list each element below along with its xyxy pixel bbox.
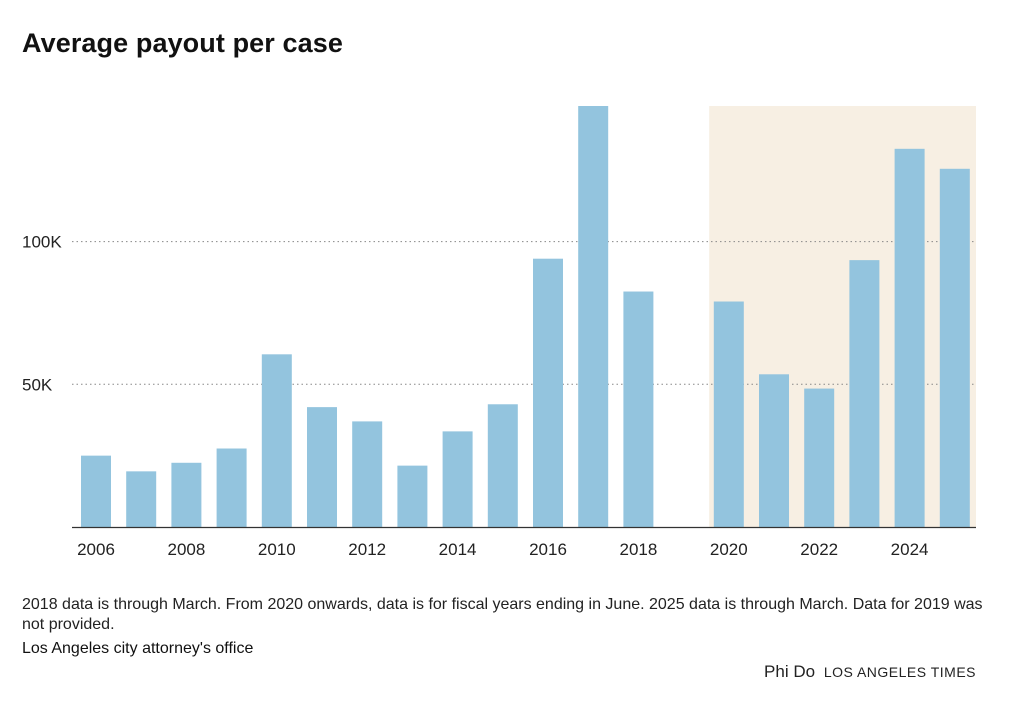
- bar-2017: [578, 106, 609, 527]
- tick-label-layer: 50K 100K 2006 2008 2010 2012 2014 2016 2018 2020 2…: [22, 233, 929, 559]
- bar-2010: [261, 354, 292, 527]
- bar-2013: [397, 465, 428, 527]
- credit-author: Phi Do: [764, 662, 816, 681]
- x-tick-label: 2010: [258, 540, 296, 559]
- x-tick-label: 2014: [439, 540, 477, 559]
- chart-credit: Phi Do LOS ANGELES TIMES: [764, 662, 976, 682]
- x-tick-label: 2024: [891, 540, 929, 559]
- x-tick-label: 2022: [800, 540, 838, 559]
- bar-2014: [442, 431, 473, 527]
- highlight-band: [709, 106, 976, 527]
- x-tick-label: 2006: [77, 540, 115, 559]
- x-tick-label: 2018: [619, 540, 657, 559]
- bar-2011: [307, 407, 337, 527]
- chart-source: Los Angeles city attorney's office: [22, 640, 254, 657]
- bar-2020: [713, 301, 744, 527]
- bar-2006: [81, 455, 111, 527]
- highlight-band-layer: [709, 106, 976, 527]
- x-tick-label: 2020: [710, 540, 748, 559]
- bar-2018: [623, 291, 654, 527]
- x-tick-label: 2016: [529, 540, 567, 559]
- x-tick-label: 2012: [348, 540, 386, 559]
- bar-2009: [216, 448, 247, 527]
- bar-2016: [533, 258, 563, 527]
- bar-layer: [81, 106, 970, 528]
- credit-organization: LOS ANGELES TIMES: [823, 664, 976, 680]
- bar-2012: [352, 421, 383, 527]
- bar-2021: [759, 374, 789, 527]
- bar-2023: [849, 260, 880, 527]
- bar-2025: [939, 168, 970, 527]
- y-tick-label: 50K: [22, 375, 53, 394]
- bar-2007: [126, 471, 157, 527]
- x-tick-label: 2008: [167, 540, 205, 559]
- bar-2015: [487, 404, 518, 527]
- y-tick-label: 100K: [22, 233, 62, 252]
- bar-2024: [894, 148, 925, 528]
- bar-2022: [804, 388, 835, 527]
- chart-title: Average payout per case: [22, 28, 343, 58]
- chart-note: 2018 data is through March. From 2020 on…: [22, 596, 983, 633]
- bar-2008: [171, 462, 202, 527]
